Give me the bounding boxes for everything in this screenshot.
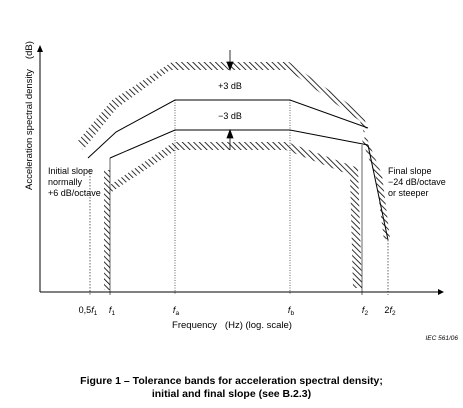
tick-half-f1: 0,5f1 xyxy=(79,305,98,317)
upper-hatch-band xyxy=(77,62,367,150)
tick-f2: f2 xyxy=(362,305,369,317)
figure-caption-line-1: Figure 1 – Tolerance bands for accelerat… xyxy=(80,375,383,387)
tick-2f2: 2f2 xyxy=(384,305,396,317)
initial-slope-label: Initial slope normally +6 dB/octave xyxy=(48,166,101,198)
y-axis-arrow xyxy=(37,45,43,52)
figure-reference: IEC 561/06 xyxy=(425,335,458,342)
lower-hatch-band xyxy=(110,142,362,288)
upper-band-label: +3 dB xyxy=(218,81,242,91)
x-axis-title: Frequency (Hz) (log. scale) xyxy=(172,320,292,331)
final-slope-hatch xyxy=(362,136,390,240)
figure-caption-line-2: initial and final slope (see B.2.3) xyxy=(151,388,312,400)
y-axis-title: Acceleration spectral density(dB) xyxy=(24,41,35,190)
x-axis-arrow xyxy=(438,289,444,295)
minus-3db-arrow xyxy=(226,128,234,150)
plus-3db-arrow xyxy=(226,50,234,72)
tick-f1: f1 xyxy=(109,305,116,317)
tick-fb: fb xyxy=(288,305,295,317)
tick-fa: fa xyxy=(173,305,180,317)
final-slope-line xyxy=(367,144,389,241)
final-slope-label: Final slope −24 dB/octave or steeper xyxy=(388,166,448,198)
lower-band-label: −3 dB xyxy=(218,111,242,121)
left-hatch-strip xyxy=(104,170,110,290)
